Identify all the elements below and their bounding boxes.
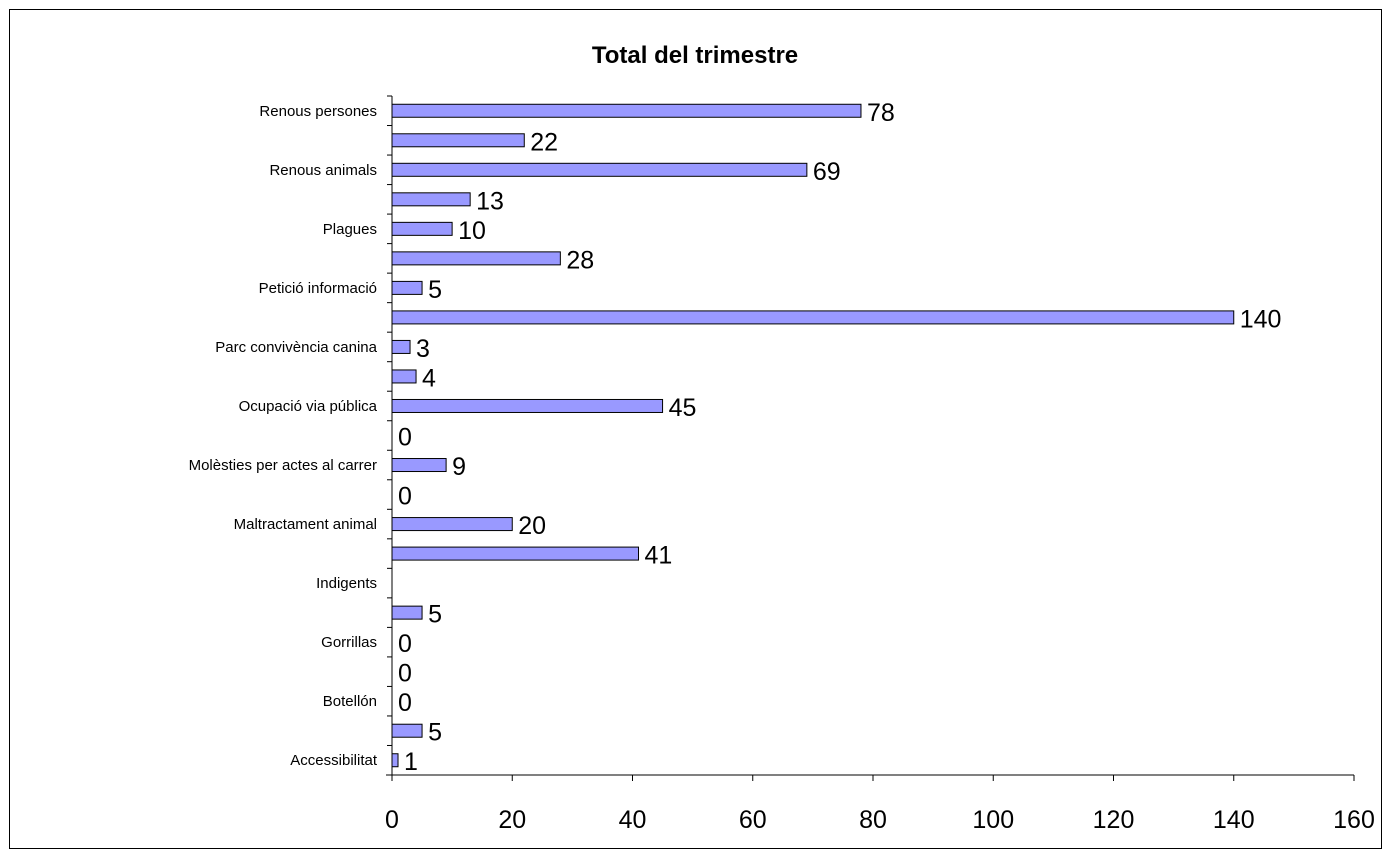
bar — [391, 221, 453, 236]
data-label: 22 — [530, 128, 558, 156]
bar — [391, 339, 411, 354]
bar — [391, 517, 513, 532]
x-tick-label: 80 — [859, 806, 887, 834]
x-tick-label: 0 — [385, 806, 399, 834]
category-label: Plagues — [323, 221, 377, 238]
bar — [391, 369, 417, 384]
x-tick-label: 20 — [498, 806, 526, 834]
bar — [391, 753, 399, 768]
category-label: Parc convivència canina — [215, 339, 377, 356]
bar — [391, 458, 447, 473]
category-label: Indigents — [316, 575, 377, 592]
bar — [391, 133, 525, 148]
data-label: 20 — [518, 512, 546, 540]
bar — [391, 605, 423, 620]
bar — [391, 310, 1235, 325]
category-label: Ocupació via pública — [239, 398, 378, 415]
category-label: Maltractament animal — [234, 516, 377, 533]
x-tick-label: 160 — [1333, 806, 1375, 834]
bar — [391, 251, 561, 266]
x-tick-label: 140 — [1213, 806, 1255, 834]
category-label: Petició informació — [259, 280, 377, 297]
data-label: 4 — [422, 364, 436, 392]
data-label: 1 — [404, 748, 418, 776]
category-labels: Renous persones Renous animals Plagues Peti… — [189, 103, 378, 769]
data-label: 10 — [458, 217, 486, 245]
data-label: 140 — [1240, 305, 1282, 333]
x-tick-label: 120 — [1093, 806, 1135, 834]
data-label: 5 — [428, 601, 442, 629]
bar — [391, 192, 471, 207]
bar — [391, 723, 423, 738]
data-label: 9 — [452, 453, 466, 481]
data-label: 3 — [416, 335, 430, 363]
bar — [391, 546, 640, 561]
category-label: Botellón — [323, 693, 377, 710]
chart-title: Total del trimestre — [592, 42, 798, 69]
data-label: 0 — [398, 630, 412, 658]
data-label: 28 — [566, 246, 594, 274]
data-label: 78 — [867, 99, 895, 127]
category-label: Accessibilitat — [290, 752, 378, 769]
chart-frame — [9, 9, 1382, 849]
category-label: Renous animals — [269, 162, 377, 179]
data-label: 0 — [398, 689, 412, 717]
axes — [386, 95, 1355, 781]
category-label: Renous persones — [259, 103, 377, 120]
bar — [391, 280, 423, 295]
bar — [391, 398, 664, 413]
data-label: 45 — [669, 394, 697, 422]
x-tick-label: 100 — [972, 806, 1014, 834]
data-label: 5 — [428, 719, 442, 747]
x-tick-labels: 0 20 40 60 80 100 120 140 160 — [385, 806, 1375, 834]
data-label: 0 — [398, 424, 412, 452]
data-label: 41 — [645, 542, 673, 570]
x-tick-label: 40 — [619, 806, 647, 834]
bar — [391, 162, 808, 177]
bars — [391, 103, 1235, 768]
data-label: 13 — [476, 187, 504, 215]
x-tick-label: 60 — [739, 806, 767, 834]
data-label: 0 — [398, 483, 412, 511]
category-label: Molèsties per actes al carrer — [189, 457, 377, 474]
data-label: 5 — [428, 276, 442, 304]
bar — [391, 103, 862, 118]
data-label: 69 — [813, 158, 841, 186]
data-label: 0 — [398, 660, 412, 688]
category-label: Gorrillas — [321, 634, 377, 651]
